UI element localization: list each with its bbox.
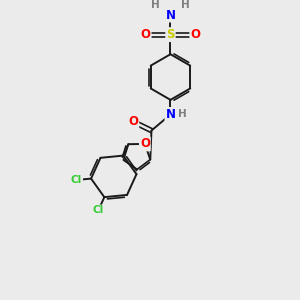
Text: Cl: Cl (93, 206, 104, 215)
Text: N: N (166, 108, 176, 121)
Text: Cl: Cl (71, 175, 82, 185)
Text: H: H (152, 0, 160, 11)
Text: O: O (141, 28, 151, 41)
Text: O: O (190, 28, 200, 41)
Text: H: H (178, 110, 187, 119)
Text: O: O (140, 137, 150, 150)
Text: O: O (128, 115, 138, 128)
Text: S: S (166, 28, 175, 41)
Text: H: H (181, 0, 190, 11)
Text: N: N (166, 8, 176, 22)
